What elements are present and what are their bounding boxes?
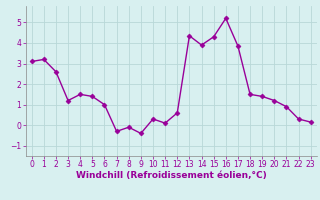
X-axis label: Windchill (Refroidissement éolien,°C): Windchill (Refroidissement éolien,°C) — [76, 171, 267, 180]
